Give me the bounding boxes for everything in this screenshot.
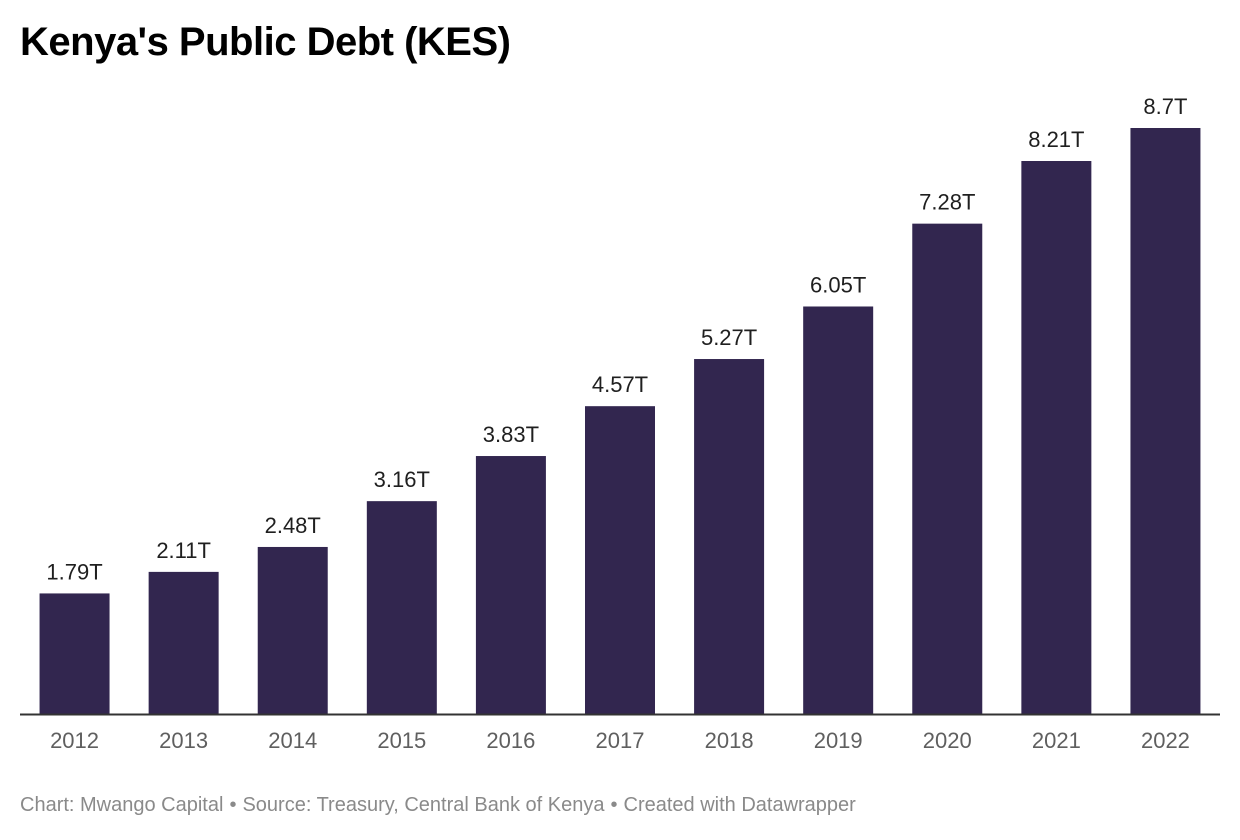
value-label-2022: 8.7T xyxy=(1143,94,1187,119)
bar-2013 xyxy=(148,571,219,714)
bar-2022 xyxy=(1130,128,1201,714)
x-tick-label-2019: 2019 xyxy=(814,728,863,753)
bar-2021 xyxy=(1021,161,1092,714)
bar-2012 xyxy=(39,593,110,714)
value-label-2014: 2.48T xyxy=(265,513,321,538)
value-label-2017: 4.57T xyxy=(592,372,648,397)
value-label-2015: 3.16T xyxy=(374,467,430,492)
chart-footer: Chart: Mwango Capital • Source: Treasury, … xyxy=(20,794,856,817)
value-label-2013: 2.11T xyxy=(156,538,211,563)
bar-chart: 1.79T 2.11T 2.48T 3.16T 3.83T 4.57T 5.27T 6.05T… xyxy=(20,94,1220,753)
x-tick-label-2018: 2018 xyxy=(705,728,754,753)
value-label-2012: 1.79T xyxy=(46,559,102,584)
x-tick-label-2015: 2015 xyxy=(377,728,426,753)
footer-separator: • xyxy=(229,794,237,816)
x-tick-labels-group: 2012 2013 2014 2015 2016 2017 2018 2019 2020 2021… xyxy=(50,728,1190,753)
bar-2020 xyxy=(912,223,983,714)
value-labels-group: 1.79T 2.11T 2.48T 3.16T 3.83T 4.57T 5.27T 6.05T… xyxy=(46,94,1187,584)
x-tick-label-2022: 2022 xyxy=(1141,728,1190,753)
footer-separator: • xyxy=(610,794,618,816)
x-tick-label-2013: 2013 xyxy=(159,728,208,753)
x-tick-label-2020: 2020 xyxy=(923,728,972,753)
value-label-2020: 7.28T xyxy=(919,190,975,215)
bar-2019 xyxy=(803,306,874,714)
x-tick-label-2014: 2014 xyxy=(268,728,317,753)
chart-title: Kenya's Public Debt (KES) xyxy=(20,20,511,64)
x-tick-label-2012: 2012 xyxy=(50,728,99,753)
bar-2017 xyxy=(585,406,655,714)
bar-2015 xyxy=(366,501,437,714)
tool-credit: Created with Datawrapper xyxy=(623,794,856,816)
x-tick-label-2021: 2021 xyxy=(1032,728,1081,753)
bars-group xyxy=(39,128,1201,714)
value-label-2016: 3.83T xyxy=(483,422,539,447)
value-label-2018: 5.27T xyxy=(701,325,757,350)
value-label-2019: 6.05T xyxy=(810,272,866,297)
bar-2018 xyxy=(694,359,765,714)
bar-2016 xyxy=(475,456,546,714)
chart-credit: Chart: Mwango Capital xyxy=(20,794,224,816)
x-tick-label-2017: 2017 xyxy=(596,728,645,753)
source-note: Source: Treasury, Central Bank of Kenya xyxy=(242,794,605,816)
bar-2014 xyxy=(257,546,328,714)
x-tick-label-2016: 2016 xyxy=(486,728,535,753)
value-label-2021: 8.21T xyxy=(1028,127,1084,152)
